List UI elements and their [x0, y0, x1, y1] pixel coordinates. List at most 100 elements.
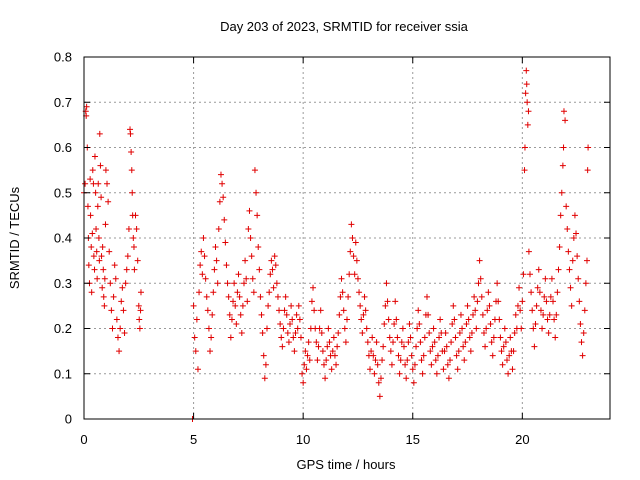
data-point: [554, 289, 561, 296]
data-point: [423, 293, 430, 300]
data-point: [128, 149, 135, 156]
data-point: [560, 108, 567, 115]
data-point: [118, 298, 125, 305]
data-point: [112, 275, 119, 282]
data-point: [331, 352, 338, 359]
data-point: [383, 280, 390, 287]
data-point: [420, 352, 427, 359]
data-point: [510, 348, 517, 355]
data-point: [429, 343, 436, 350]
data-point: [499, 361, 506, 368]
data-point: [259, 330, 266, 337]
y-tick-label: 0: [65, 412, 72, 427]
data-point: [137, 307, 144, 314]
data-point: [363, 325, 370, 332]
data-point: [475, 280, 482, 287]
data-point: [431, 339, 438, 346]
data-point: [120, 307, 127, 314]
data-point: [233, 320, 240, 327]
data-point: [566, 266, 573, 273]
data-point: [337, 293, 344, 300]
data-point: [225, 293, 232, 300]
data-point: [441, 348, 448, 355]
data-point: [552, 334, 559, 341]
data-point: [573, 230, 580, 237]
data-point: [487, 320, 494, 327]
data-point: [122, 280, 129, 287]
data-point: [127, 130, 134, 137]
data-point: [464, 302, 471, 309]
data-point: [101, 302, 108, 309]
data-point: [580, 330, 587, 337]
data-point: [106, 248, 113, 255]
data-point: [410, 379, 417, 386]
data-point: [217, 171, 224, 178]
data-point: [386, 334, 393, 341]
data-point: [541, 293, 548, 300]
data-point: [486, 302, 493, 309]
data-point: [94, 275, 101, 282]
data-point: [529, 307, 536, 314]
data-point: [407, 334, 414, 341]
data-point: [512, 311, 519, 318]
data-point: [500, 343, 507, 350]
data-point: [288, 302, 295, 309]
data-point: [311, 307, 318, 314]
data-point: [550, 298, 557, 305]
data-point: [480, 330, 487, 337]
data-point: [575, 275, 582, 282]
data-point: [583, 257, 590, 264]
data-point: [565, 248, 572, 255]
data-point: [221, 216, 228, 223]
data-point: [96, 130, 103, 137]
data-point: [92, 189, 99, 196]
data-point: [268, 257, 275, 264]
data-point: [414, 325, 421, 332]
y-tick-label: 0.6: [54, 140, 72, 155]
data-point: [283, 311, 290, 318]
data-point: [373, 339, 380, 346]
data-point: [518, 325, 525, 332]
data-point: [203, 293, 210, 300]
data-point: [271, 253, 278, 260]
data-point: [482, 343, 489, 350]
data-point: [196, 289, 203, 296]
data-point: [369, 334, 376, 341]
data-point: [213, 257, 220, 264]
data-point: [404, 357, 411, 364]
data-point: [344, 316, 350, 323]
data-point: [210, 289, 217, 296]
data-point: [496, 316, 503, 323]
data-point: [98, 194, 105, 201]
data-point: [336, 311, 343, 318]
data-point: [489, 352, 496, 359]
data-point: [397, 357, 404, 364]
data-point: [468, 330, 475, 337]
data-point: [519, 298, 526, 305]
data-point: [413, 343, 420, 350]
data-point: [551, 316, 558, 323]
data-point: [501, 325, 508, 332]
data-point: [265, 302, 272, 309]
data-point: [506, 352, 513, 359]
data-point: [374, 361, 381, 368]
data-point: [364, 339, 371, 346]
data-point: [453, 352, 460, 359]
data-point: [392, 298, 399, 305]
data-point: [523, 67, 530, 74]
data-point: [114, 334, 121, 341]
data-point: [304, 352, 311, 359]
data-point: [215, 225, 222, 232]
data-point: [291, 348, 298, 355]
data-point: [537, 307, 544, 314]
data-point: [371, 370, 378, 377]
data-point: [571, 212, 578, 219]
data-point: [95, 180, 102, 187]
data-point: [524, 121, 531, 128]
data-point: [281, 307, 288, 314]
data-point: [514, 302, 521, 309]
data-point: [408, 352, 415, 359]
data-point: [111, 262, 118, 269]
data-point: [303, 366, 310, 373]
data-point: [131, 266, 138, 273]
